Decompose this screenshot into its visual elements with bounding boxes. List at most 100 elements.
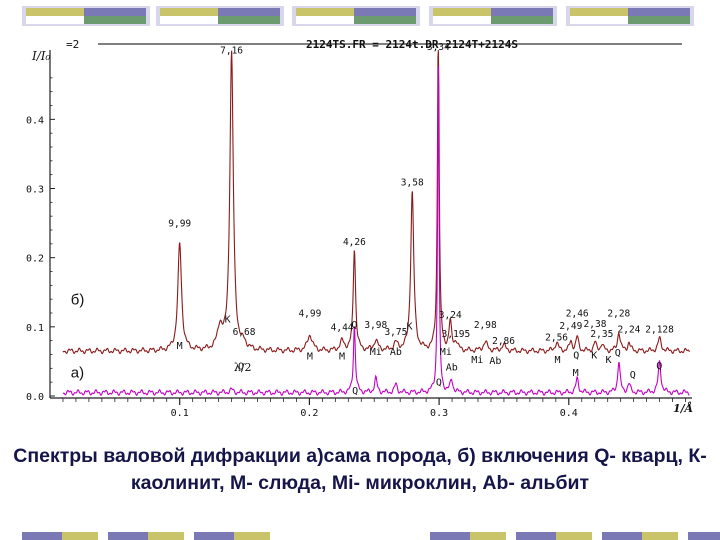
- footer-block-blue: [194, 532, 234, 540]
- mineral-label: Ab: [489, 356, 501, 367]
- decorative-footer-band: [22, 532, 720, 540]
- x-tick-label: 0.2: [300, 408, 318, 419]
- peak-label: 2,35: [590, 329, 613, 340]
- peak-label: 4,99: [298, 308, 321, 319]
- header-block-white: [26, 16, 84, 24]
- mineral-label: K: [605, 355, 611, 366]
- footer-block-blue: [22, 532, 62, 540]
- footer-block-blue: [688, 532, 720, 540]
- x-tick-label: 0.1: [171, 408, 189, 419]
- chart-header-prefix: =2: [66, 38, 79, 51]
- footer-block-gold: [62, 532, 98, 540]
- figure-caption: Спектры валовой дифракции а)сама порода,…: [13, 445, 707, 494]
- peak-label: 6,68: [233, 327, 256, 338]
- labels-layer: 9,99 7,16 6,68 4,99 4,44 4,26 3,983,75 3,58 3,34…: [71, 42, 674, 397]
- header-block-blue: [218, 8, 280, 16]
- mineral-label: M: [554, 355, 560, 366]
- header-block-green: [84, 16, 146, 24]
- peak-label: 3,195: [442, 329, 471, 340]
- footer-block-gold: [642, 532, 678, 540]
- y-tick-label: 0.1: [26, 323, 44, 334]
- mineral-label: M: [177, 341, 183, 352]
- mineral-label: Q: [351, 320, 357, 331]
- decorative-header-band: [22, 6, 694, 26]
- mineral-label: M: [339, 351, 345, 362]
- y-tick-label: 0.3: [26, 185, 44, 196]
- series-line-b: [62, 50, 690, 355]
- header-block-gold: [433, 8, 491, 16]
- mineral-label: Mi: [370, 347, 382, 358]
- footer-block-blue: [602, 532, 642, 540]
- header-block-gold: [26, 8, 84, 16]
- header-block-blue: [84, 8, 146, 16]
- mineral-label: Q: [615, 348, 621, 359]
- footer-block-gold: [556, 532, 592, 540]
- mineral-label: K: [407, 322, 413, 333]
- peak-label: 2,24: [618, 324, 641, 335]
- peak-label: 3,24: [439, 310, 462, 321]
- mineral-label: M: [307, 351, 313, 362]
- header-block-gold: [160, 8, 218, 16]
- mineral-label: K: [591, 351, 597, 362]
- peak-label: 4,26: [343, 237, 366, 248]
- header-block-blue: [354, 8, 416, 16]
- mineral-label: Ab: [446, 362, 458, 373]
- series-layer: [62, 50, 690, 397]
- x-tick-label: 0.3: [430, 408, 448, 419]
- header-block-blue: [628, 8, 690, 16]
- peak-label: 2,98: [474, 320, 497, 331]
- half-wavelength-label: λ/2: [234, 361, 252, 374]
- diffraction-chart: =2 2124TS.FR = 2124t.DR 2124T+2124S I/I₀…: [20, 36, 700, 426]
- peak-label: 2,38: [584, 319, 607, 330]
- series-tag-label: а): [71, 364, 84, 381]
- y-tick-label: 0.2: [26, 254, 44, 265]
- peak-label: 4,44: [331, 322, 354, 333]
- footer-block-blue: [108, 532, 148, 540]
- mineral-label: Mi: [471, 355, 483, 366]
- chart-svg: =2 2124TS.FR = 2124t.DR 2124T+2124S I/I₀…: [20, 36, 700, 426]
- header-block-white: [160, 16, 218, 24]
- peak-label: 9,99: [168, 219, 191, 230]
- mineral-label: Mi: [440, 347, 452, 358]
- peak-label: 3,75: [384, 327, 407, 338]
- footer-block-gold: [234, 532, 270, 540]
- y-tick-label: 0.4: [26, 115, 44, 126]
- peak-label: 2,46: [566, 308, 589, 319]
- mineral-label: Q: [573, 351, 579, 362]
- peak-label: 2,49: [559, 321, 582, 332]
- mineral-label: Q: [630, 370, 636, 381]
- mineral-label: Q: [656, 361, 662, 372]
- peak-label: 2,86: [492, 336, 515, 347]
- header-block-white: [296, 16, 354, 24]
- peak-label: 3,98: [364, 320, 387, 331]
- peak-label: 2,56: [545, 333, 568, 344]
- header-block-white: [570, 16, 628, 24]
- mineral-label: Q: [352, 386, 358, 397]
- footer-block-blue: [430, 532, 470, 540]
- header-block-green: [491, 16, 553, 24]
- mineral-label: K: [225, 315, 231, 326]
- x-tick-label: 0.4: [560, 408, 578, 419]
- series-line-a: [62, 65, 690, 397]
- peak-label: 7,16: [220, 46, 243, 57]
- chart-header: 2124TS.FR = 2124t.DR 2124T+2124S: [306, 38, 518, 51]
- mineral-label: Ab: [390, 347, 402, 358]
- x-axis-label: 1/Å: [673, 401, 693, 415]
- header-block-green: [218, 16, 280, 24]
- series-tag-label: б): [71, 292, 85, 309]
- peak-label: 3,58: [401, 178, 424, 189]
- footer-block-gold: [470, 532, 506, 540]
- axes: 0.0 0.1 0.2 0.3 0.4 0.1 0.2 0.3 0.4: [26, 50, 692, 419]
- header-block-blue: [491, 8, 553, 16]
- header-block-green: [354, 16, 416, 24]
- mineral-label: Q: [238, 362, 244, 373]
- header-block-gold: [296, 8, 354, 16]
- mineral-label: M: [573, 368, 579, 379]
- footer-block-gold: [148, 532, 184, 540]
- y-tick-label: 0.0: [26, 392, 44, 403]
- y-axis-label: I/I₀: [31, 49, 51, 63]
- peak-label: 3,34: [427, 42, 450, 53]
- peak-label: 2,128: [645, 324, 674, 335]
- peak-label: 2,28: [607, 308, 630, 319]
- mineral-label: Q: [436, 378, 442, 389]
